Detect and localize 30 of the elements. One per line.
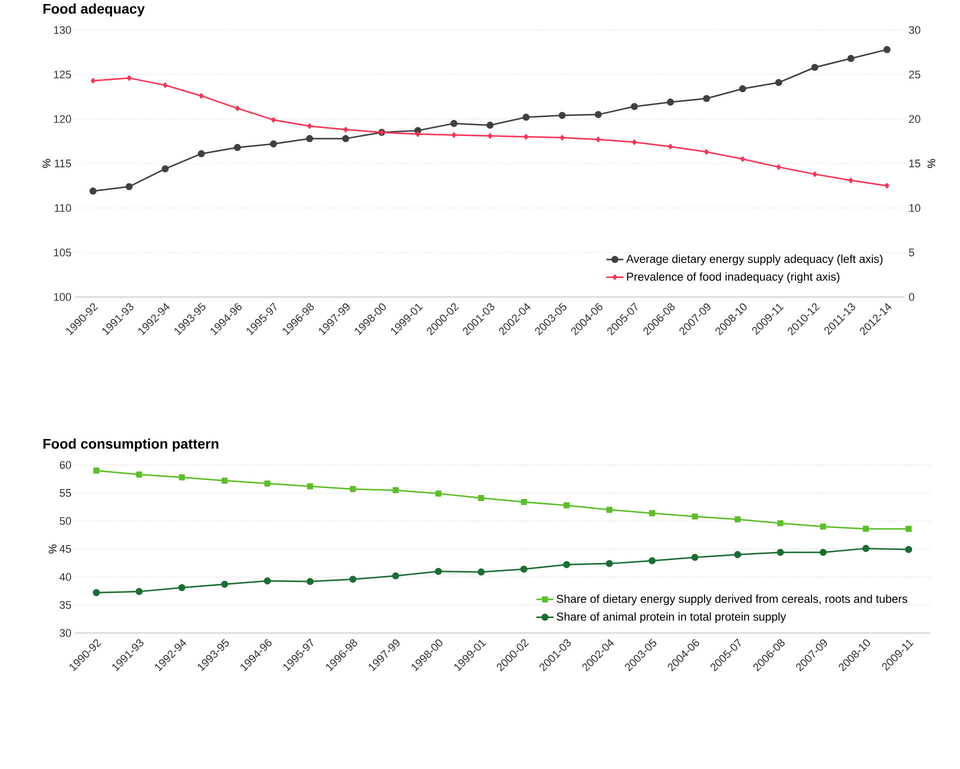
legend-label: Share of animal protein in total protein supply	[556, 612, 786, 623]
legend-label: Share of dietary energy supply derived from cereals, roots and tubers	[556, 594, 908, 606]
y2-tick-label: 0	[908, 293, 914, 301]
y-tick-label: 55	[60, 489, 72, 497]
y-tick-label: 125	[54, 70, 72, 78]
y-tick-label: 35	[60, 601, 72, 609]
legend-label: Average dietary energy supply adequacy (left axis)	[626, 254, 882, 266]
y2-tick-label: 15	[909, 160, 920, 168]
y-tick-label: 130	[54, 26, 72, 34]
chart-title: Food adequacy	[43, 3, 145, 16]
y-tick-label: 40	[60, 573, 72, 581]
y-tick-label: 120	[54, 115, 72, 123]
y2-tick-label: 25	[909, 70, 920, 78]
y2-tick-label: 10	[909, 204, 920, 212]
y-axis-title: %	[42, 159, 50, 168]
y2-tick-label: 20	[909, 115, 920, 123]
y-tick-label: 100	[54, 293, 72, 301]
y-tick-label: 45	[60, 545, 72, 553]
y-tick-label: 60	[60, 461, 72, 469]
y-tick-label: 110	[54, 204, 72, 212]
y2-axis-title: %	[928, 159, 936, 168]
chart-title: Food consumption pattern	[43, 438, 218, 452]
y2-tick-label: 30	[908, 26, 920, 34]
y2-tick-label: 5	[908, 248, 914, 256]
y-tick-label: 50	[60, 517, 72, 525]
y-tick-label: 105	[54, 248, 72, 256]
y-tick-label: 115	[54, 160, 72, 168]
legend-label: Prevalence of food inadequacy (right axis)	[627, 272, 840, 284]
y-axis-title: %	[48, 544, 56, 554]
y-tick-label: 30	[60, 629, 72, 637]
